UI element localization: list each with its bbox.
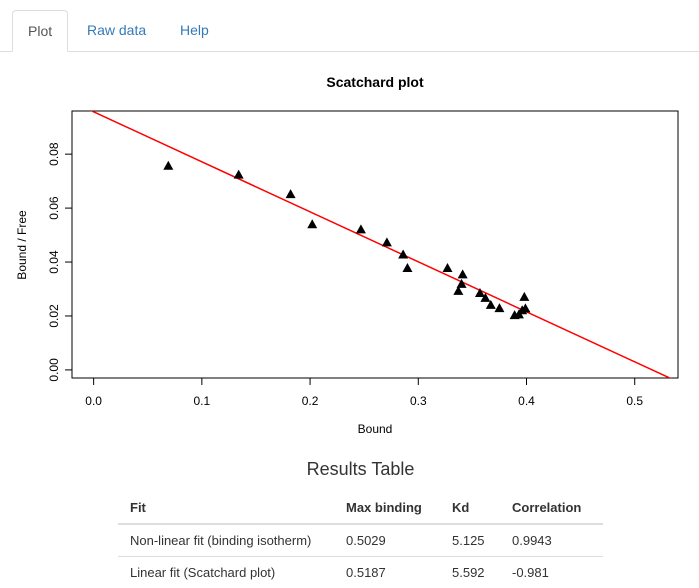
data-point — [355, 224, 366, 234]
scatchard-plot: Scatchard plot 0.0 0.1 0.2 0.3 0.4 0.5 0.000.… — [15, 74, 679, 436]
table-row: Linear fit (Scatchard plot) 0.5187 5.592… — [118, 556, 603, 588]
cell-kd: 5.125 — [440, 523, 500, 557]
cell-correlation: 0.9943 — [500, 523, 603, 557]
x-tick-label: 0.1 — [194, 394, 211, 408]
y-tick-label: 0.08 — [47, 142, 61, 166]
data-point — [519, 291, 530, 301]
data-point — [398, 249, 409, 259]
y-tick-label: 0.00 — [47, 358, 61, 382]
plot-frame — [71, 110, 679, 379]
data-point — [307, 219, 318, 229]
y-axis: 0.00 0.02 0.04 0.06 0.08 — [47, 142, 73, 382]
data-point — [233, 169, 244, 179]
header-correlation: Correlation — [500, 493, 603, 525]
header-kd: Kd — [440, 493, 500, 525]
cell-max-binding: 0.5187 — [334, 556, 440, 588]
data-point — [381, 237, 392, 247]
data-point — [456, 278, 467, 288]
x-tick-label: 0.5 — [626, 394, 643, 408]
header-max-binding: Max binding — [334, 493, 440, 525]
tab-plot[interactable]: Plot — [12, 10, 69, 52]
chart-title: Scatchard plot — [326, 74, 424, 90]
cell-fit: Linear fit (Scatchard plot) — [118, 556, 334, 588]
y-tick-label: 0.04 — [47, 250, 61, 274]
x-axis: 0.0 0.1 0.2 0.3 0.4 0.5 — [85, 377, 643, 408]
data-point — [453, 285, 464, 295]
y-tick-label: 0.06 — [47, 196, 61, 220]
data-point — [163, 160, 174, 170]
data-point — [485, 299, 496, 309]
data-point — [442, 262, 453, 272]
tab-raw-data[interactable]: Raw data — [87, 22, 147, 38]
table-row: Non-linear fit (binding isotherm) 0.5029… — [118, 523, 603, 557]
table-header-row: Fit Max binding Kd Correlation — [118, 493, 603, 525]
y-tick-label: 0.02 — [47, 304, 61, 328]
data-point — [457, 269, 468, 279]
y-axis-label: Bound / Free — [15, 210, 29, 280]
tab-bar: Plot Raw data Help — [0, 0, 699, 52]
x-tick-label: 0.2 — [302, 394, 319, 408]
cell-max-binding: 0.5029 — [334, 523, 440, 557]
data-point — [494, 303, 505, 313]
data-point — [474, 288, 485, 298]
data-point — [520, 303, 531, 313]
cell-fit: Non-linear fit (binding isotherm) — [118, 523, 334, 557]
results-table: Fit Max binding Kd Correlation Non-linea… — [118, 493, 603, 588]
data-points — [163, 160, 531, 320]
x-tick-label: 0.4 — [518, 394, 535, 408]
data-point — [285, 189, 296, 199]
data-point — [480, 292, 491, 302]
x-tick-label: 0.3 — [410, 394, 427, 408]
tab-bar-divider — [0, 51, 699, 52]
tab-help[interactable]: Help — [180, 22, 209, 38]
data-point — [402, 262, 413, 272]
cell-kd: 5.592 — [440, 556, 500, 588]
results-title: Results Table — [306, 459, 415, 479]
cell-correlation: -0.981 — [500, 556, 603, 588]
x-axis-label: Bound — [358, 422, 393, 436]
regression-line — [90, 111, 672, 378]
header-fit: Fit — [118, 493, 334, 525]
x-tick-label: 0.0 — [85, 394, 102, 408]
